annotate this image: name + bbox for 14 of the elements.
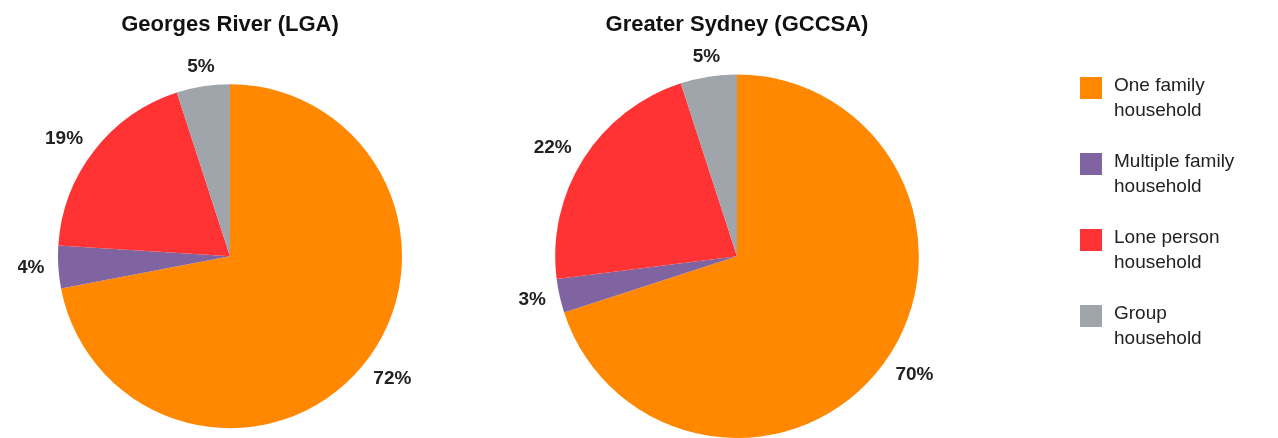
data-label: 72% [373, 366, 412, 388]
legend-label: Group household [1114, 301, 1203, 350]
data-label: 19% [45, 126, 84, 148]
data-label: 70% [895, 363, 934, 385]
chart-title: Greater Sydney (GCCSA) [605, 11, 869, 37]
data-label: 22% [533, 136, 572, 158]
data-label: 5% [187, 54, 215, 76]
data-label: 4% [16, 256, 45, 278]
data-label: 3% [518, 288, 547, 310]
legend-label: One family household [1114, 73, 1206, 122]
chart-title: Georges River (LGA) [121, 11, 339, 37]
legend-label: Multiple family household [1114, 149, 1236, 198]
data-label: 5% [692, 45, 721, 67]
legend-label: Lone person household [1114, 225, 1221, 274]
